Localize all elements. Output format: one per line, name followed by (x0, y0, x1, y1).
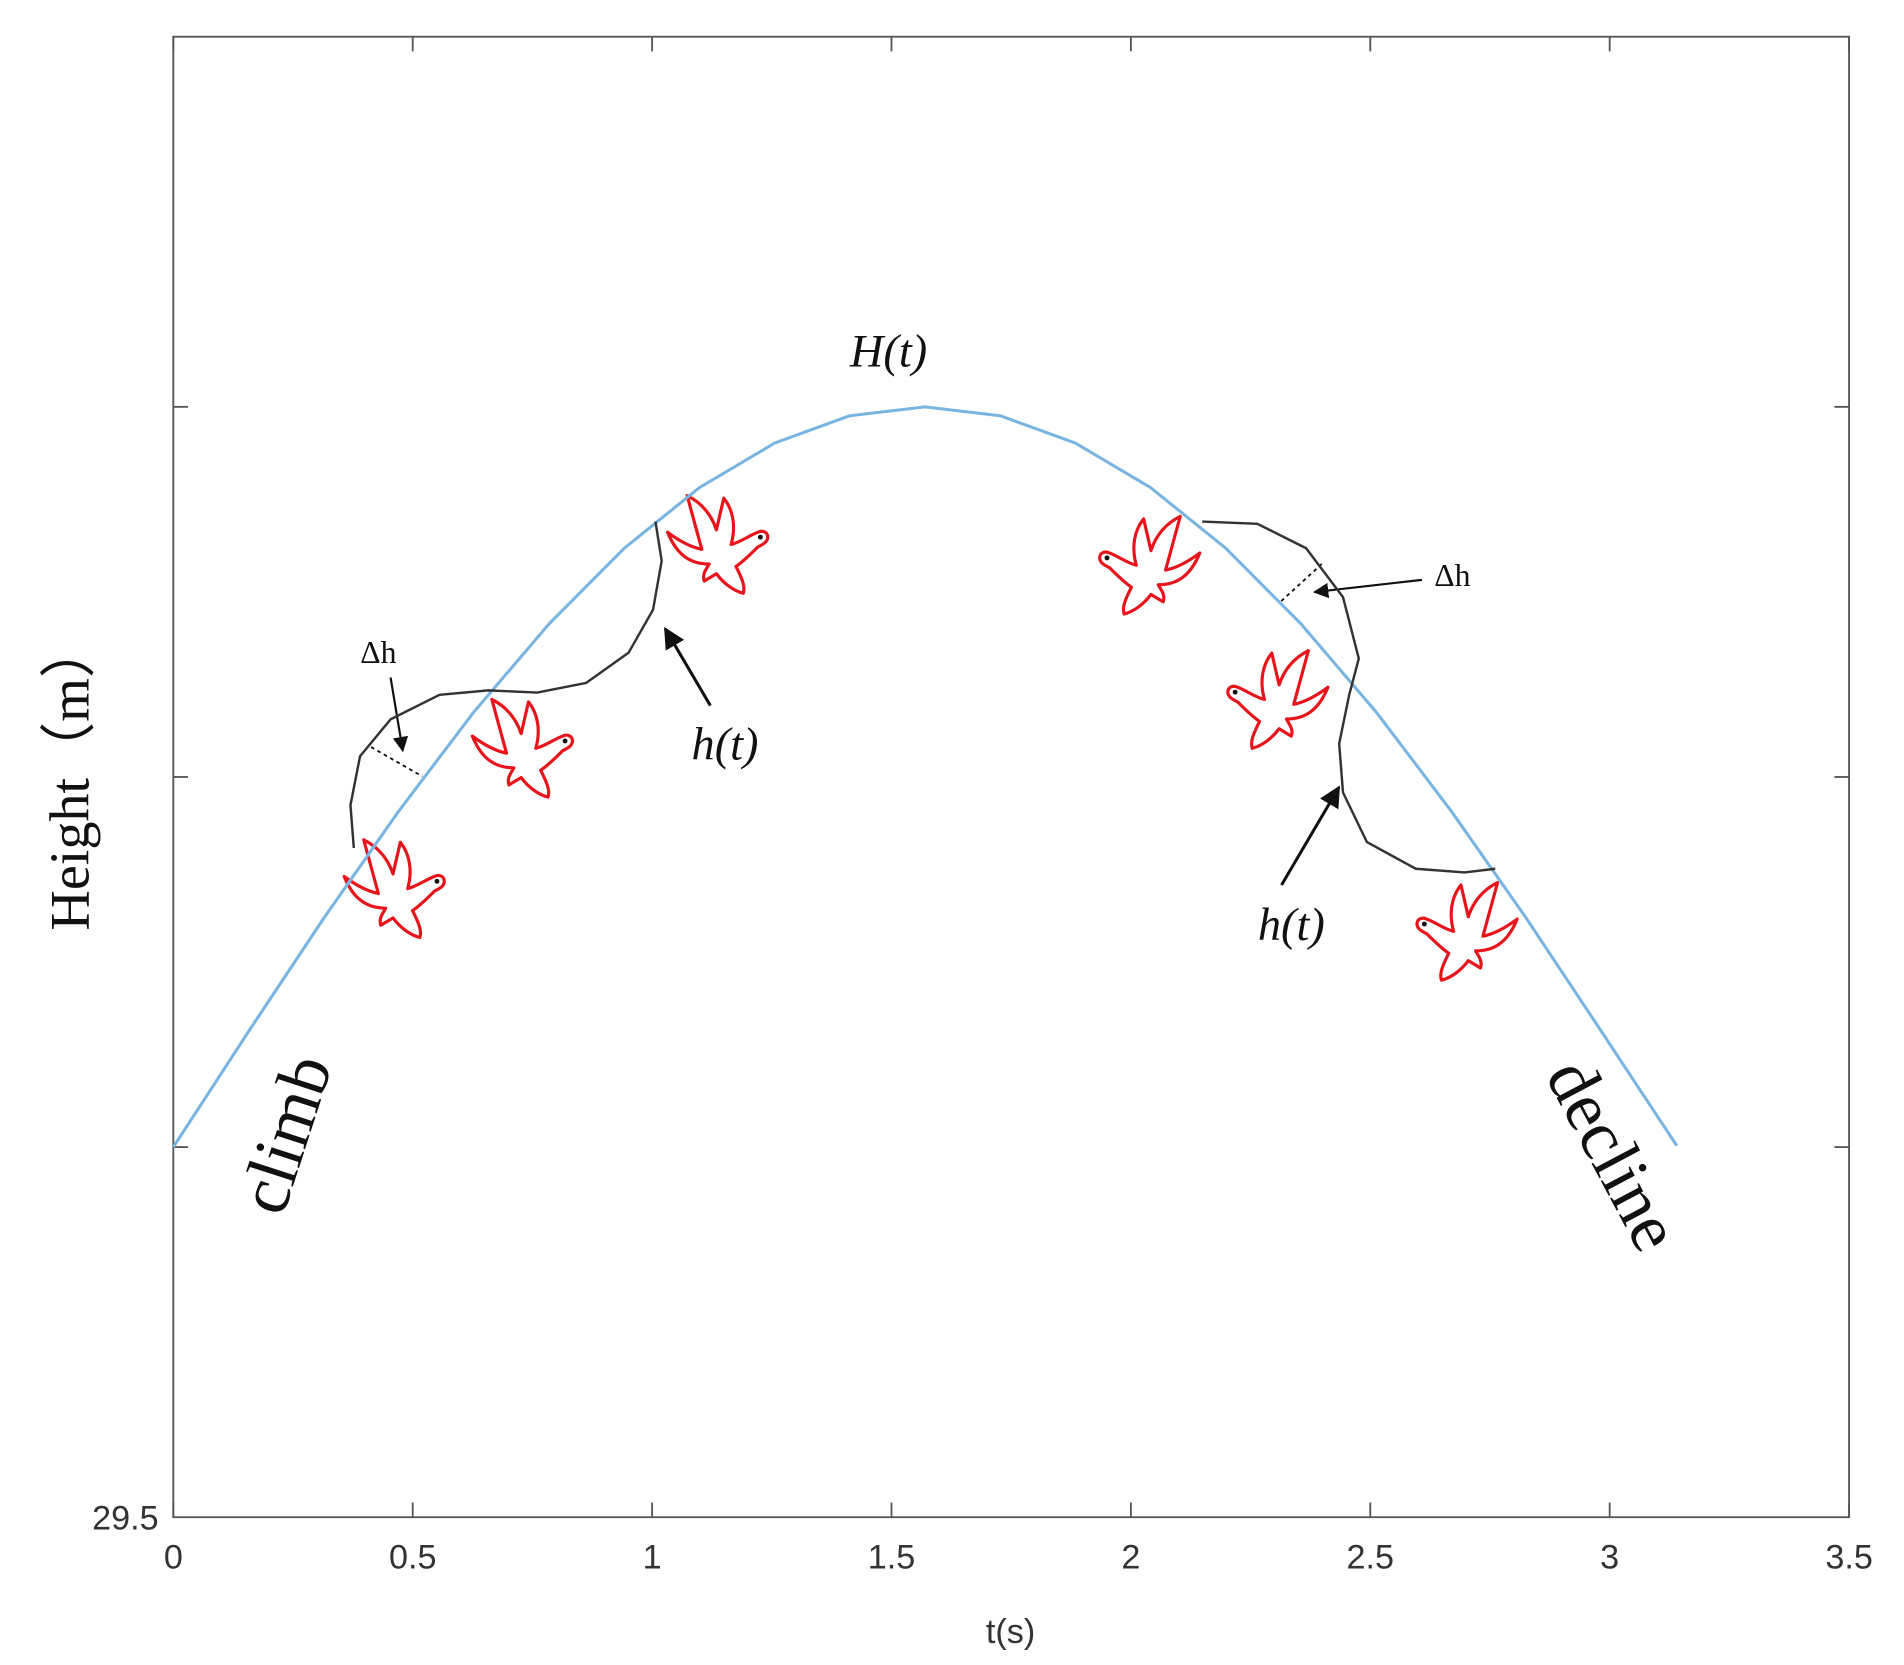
y-axis-label: Height（m） (40, 622, 102, 931)
x-axis-label: t(s) (986, 1613, 1035, 1651)
annotation: decline (1531, 1046, 1696, 1263)
x-tick-label: 2 (1121, 1538, 1140, 1576)
x-tick-label: 2.5 (1347, 1538, 1394, 1576)
annotation: climb (224, 1045, 348, 1222)
bird-path (349, 521, 663, 849)
height-curve (172, 405, 1678, 1148)
x-tick-label: 0.5 (389, 1538, 436, 1576)
annotation: Δh (360, 635, 396, 670)
series-label: h(t) (692, 719, 759, 770)
annotation: Δh (1434, 558, 1470, 593)
x-tick-label: 0 (164, 1538, 183, 1576)
y-tick-label: 29.5 (92, 1499, 158, 1537)
x-tick-label: 3.5 (1825, 1538, 1872, 1576)
x-tick-label: 3 (1600, 1538, 1619, 1576)
arrows (370, 563, 1423, 886)
x-tick-label: 1 (643, 1538, 662, 1576)
x-tick-label: 1.5 (868, 1538, 915, 1576)
series-label: H(t) (849, 326, 927, 377)
series-label: h(t) (1258, 900, 1325, 951)
bird-path (1202, 520, 1496, 874)
